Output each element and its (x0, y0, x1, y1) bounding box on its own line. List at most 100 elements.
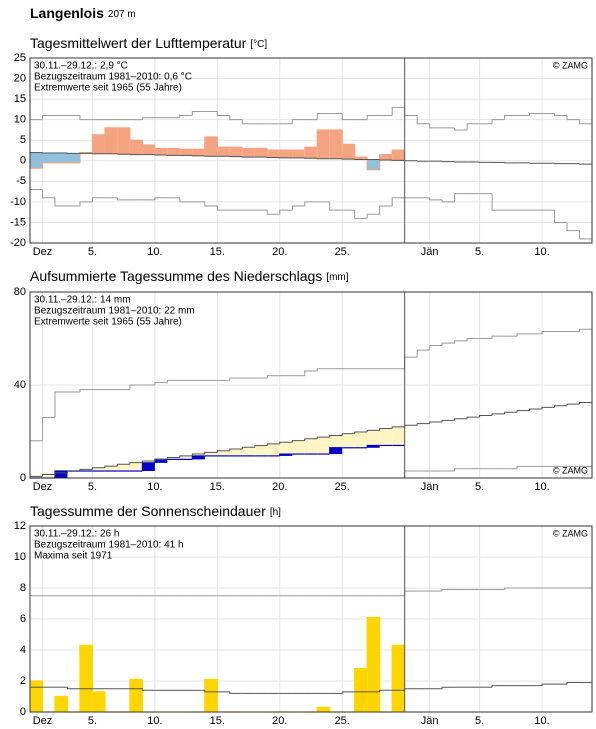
sunshine-bar (204, 679, 218, 712)
chart-unit: [h] (270, 507, 281, 518)
step-line (166, 379, 180, 383)
step-line (579, 230, 592, 240)
step-line (466, 123, 480, 130)
y-tick-label: -15 (10, 216, 26, 228)
annotation: 30.11.–29.12.: 26 h (34, 529, 119, 540)
step-line (379, 427, 393, 431)
step-line (579, 328, 592, 332)
step-line (491, 119, 505, 124)
step-line (466, 338, 480, 341)
step-line (316, 706, 330, 712)
temperature-bar (292, 150, 305, 158)
step-line (541, 331, 555, 334)
step-line (166, 457, 180, 460)
step-line (229, 115, 243, 121)
temperature-bar (92, 134, 105, 154)
step-line (391, 426, 405, 429)
step-line (116, 463, 130, 467)
step-line (379, 154, 393, 170)
step-line (466, 416, 480, 419)
step-line (54, 695, 68, 712)
step-line (579, 119, 592, 125)
step-line (341, 433, 355, 436)
temperature-bar (254, 148, 268, 158)
sunshine-bar (367, 617, 380, 712)
step-line (504, 587, 518, 590)
deficit-area (304, 438, 318, 455)
temperature-bar (379, 154, 393, 160)
temperature-bar (167, 148, 180, 156)
step-line (141, 140, 155, 146)
x-tick-label: 20. (272, 481, 287, 493)
temperature-bar (342, 144, 355, 160)
y-tick-label: 15 (14, 93, 26, 105)
y-tick-label: 2 (20, 675, 26, 687)
step-line (104, 465, 118, 468)
temperature-bar (329, 129, 343, 159)
y-tick-label: 0 (20, 706, 26, 718)
step-line (241, 119, 255, 125)
temperature-bar (217, 147, 230, 157)
temperature-bar (192, 149, 205, 156)
station-elevation: 207 m (108, 9, 136, 20)
sunshine-bar (79, 645, 93, 712)
x-tick-label: 20. (272, 246, 287, 258)
step-line (204, 136, 218, 150)
temperature-bar (267, 150, 280, 158)
step-line (391, 644, 405, 712)
temperature-bar (54, 152, 68, 163)
step-line (266, 210, 280, 215)
y-tick-label: -10 (10, 196, 26, 208)
step-line (279, 453, 293, 456)
step-line (316, 436, 330, 439)
step-line (41, 115, 55, 120)
step-line (379, 689, 393, 692)
plot-frame (29, 291, 593, 479)
chart-title: Tagessumme der Sonnenscheindauer [h] (30, 503, 281, 519)
y-tick-label: 25 (14, 52, 26, 64)
step-line (91, 134, 105, 153)
deficit-area (254, 445, 268, 456)
x-tick-label: 25. (335, 715, 350, 727)
step-line (316, 113, 330, 120)
step-line (366, 157, 380, 171)
deficit-area (317, 437, 330, 455)
chart-title-text: Tagessumme der Sonnenscheindauer (30, 503, 266, 519)
precipitation-increment (329, 447, 343, 455)
step-line (54, 470, 68, 478)
step-line (216, 111, 230, 117)
step-line (216, 136, 230, 148)
annotation: Bezugszeitraum 1981–2010: 22 mm (34, 306, 195, 317)
step-line (504, 115, 518, 120)
deficit-area (204, 452, 218, 456)
deficit-area (142, 461, 155, 463)
step-line (79, 201, 93, 206)
step-line (366, 616, 380, 669)
precipitation-increment (154, 459, 168, 463)
deficit-area (192, 454, 205, 456)
x-tick-label: 10. (534, 246, 549, 258)
step-line (454, 340, 468, 344)
step-line (54, 197, 68, 207)
deficit-area (117, 464, 130, 472)
step-line (454, 468, 468, 472)
step-line (241, 446, 255, 449)
y-tick-label: 12 (14, 520, 26, 532)
deficit-area (379, 428, 393, 446)
step-line (266, 148, 280, 151)
x-tick-label: Jän (421, 715, 439, 727)
step-line (354, 668, 368, 712)
step-line (291, 440, 305, 443)
step-line (154, 382, 168, 385)
x-tick-label: 25. (335, 481, 350, 493)
deficit-area (279, 442, 293, 455)
x-tick-label: 15. (210, 715, 225, 727)
chart-title-text: Aufsummierte Tagessumme des Niederschlag… (30, 268, 322, 284)
deficit-area (367, 430, 380, 446)
y-tick-label: -5 (16, 175, 26, 187)
step-line (191, 453, 205, 456)
step-line (329, 434, 343, 438)
sunshine-bar (30, 681, 43, 712)
step-line (479, 414, 493, 418)
